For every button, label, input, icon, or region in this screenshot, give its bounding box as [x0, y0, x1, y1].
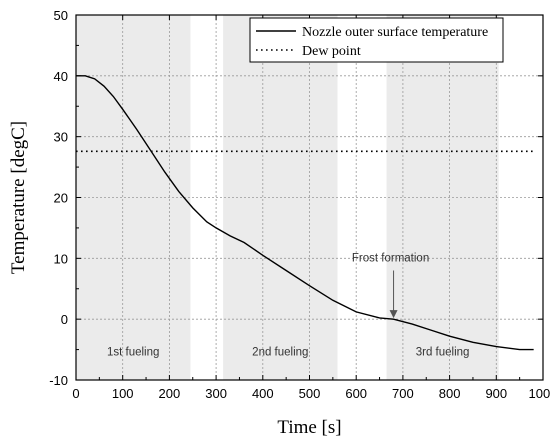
y-axis-label: Temperature [degC]: [8, 121, 29, 274]
fueling-label-1: 1st fueling: [107, 347, 159, 359]
y-tick-label: 30: [54, 130, 68, 145]
frost-formation-label: Frost formation: [352, 252, 429, 264]
fueling-regions: 1st fueling 2nd fueling 3rd fueling: [76, 15, 499, 380]
x-tick-label: 900: [485, 386, 507, 401]
x-tick-label: 1000: [529, 386, 550, 401]
x-tick-label: 400: [252, 386, 274, 401]
y-tick-label: 20: [54, 191, 68, 206]
legend-box: [249, 17, 504, 63]
y-tick-label: 10: [54, 251, 68, 266]
x-tick-label: 0: [72, 386, 79, 401]
x-tick-label: 200: [159, 386, 181, 401]
fueling-label-2: 2nd fueling: [252, 347, 308, 359]
x-tick-label: 300: [205, 386, 227, 401]
y-tick-label: 50: [54, 8, 68, 23]
axis-ticks: 0 100 200 300 400 500 600 700 800 900 1000 -10 0 10 20…: [49, 8, 550, 401]
x-tick-label: 600: [345, 386, 367, 401]
x-tick-label: 500: [299, 386, 321, 401]
fueling-label-3: 3rd fueling: [416, 347, 470, 359]
y-tick-label: 0: [61, 312, 68, 327]
x-tick-label: 800: [439, 386, 461, 401]
y-tick-label: -10: [49, 373, 68, 388]
legend-label-nozzle: Nozzle outer surface temperature: [302, 25, 488, 40]
legend-label-dew-point: Dew point: [302, 44, 361, 59]
series-lines: [76, 75, 534, 351]
nozzle-temperature-line: [76, 75, 534, 351]
x-axis-label: Time [s]: [277, 417, 341, 438]
x-tick-label: 700: [392, 386, 414, 401]
x-tick-label: 100: [112, 386, 134, 401]
frost-formation-arrowhead: [389, 310, 398, 319]
grid: [76, 15, 543, 380]
annotations: Frost formation: [352, 252, 429, 319]
legend: Nozzle outer surface temperature Dew poin…: [249, 17, 504, 63]
y-tick-label: 40: [54, 69, 68, 84]
